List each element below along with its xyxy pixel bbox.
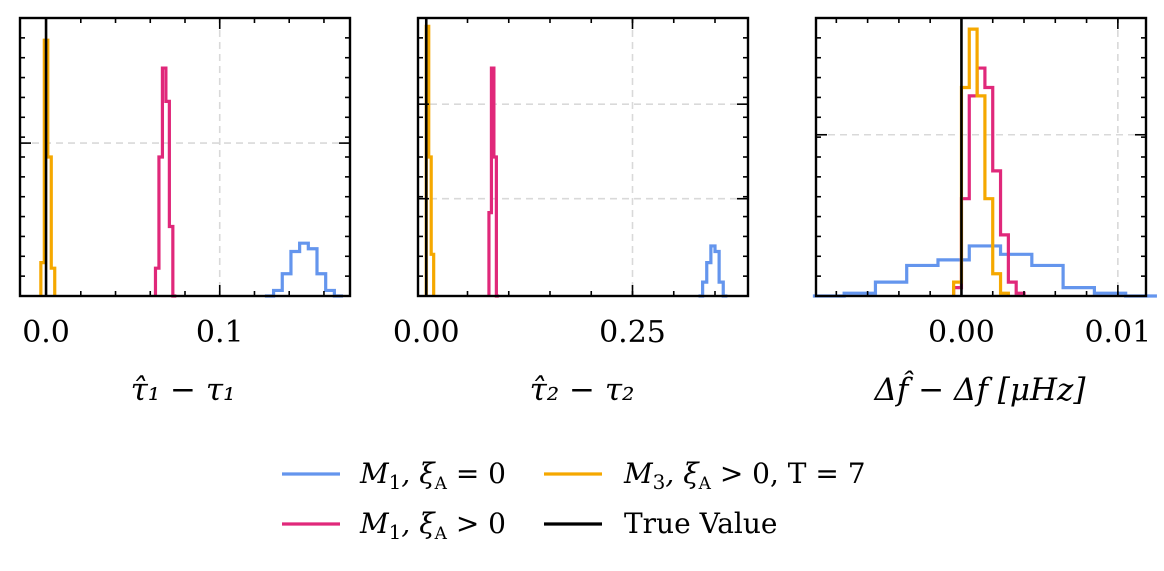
axes-frame (814, 16, 1148, 298)
x-tick-label: 0.1 (196, 315, 244, 350)
histogram-0 (264, 241, 344, 298)
axes-frame (18, 16, 352, 298)
legend-label-m1-xi-pos: M1, ξA > 0 (359, 507, 506, 544)
legend-entry-m3: M3, ξA > 0, T = 7 (544, 457, 866, 494)
legend-label-true-value: True Value (624, 507, 777, 540)
axes-frame (416, 16, 750, 298)
x-tick-label: 0.00 (393, 315, 460, 350)
xlabel-tau1: τ̂₁ − τ₁ (131, 372, 236, 408)
x-tick-label: 0.01 (1084, 315, 1151, 350)
legend: M1, ξA = 0 M3, ξA > 0, T = 7 M1, ξA > 0 … (282, 457, 866, 544)
histogram-0 (812, 244, 1157, 298)
legend-entry-m1-xi0: M1, ξA = 0 (282, 457, 506, 494)
histogram-2 (39, 38, 57, 296)
x-tick-label: 0.0 (22, 315, 70, 350)
histogram-1 (952, 66, 1026, 296)
panel-tau1: 0.0 0.1 (18, 16, 352, 350)
panel-tau2: 0.00 0.25 (393, 16, 750, 350)
legend-label-m3: M3, ξA > 0, T = 7 (623, 457, 866, 494)
x-tick-label: 0.00 (928, 315, 995, 350)
histogram-1 (487, 66, 499, 298)
histogram-0 (698, 244, 728, 298)
legend-entry-m1-xi-pos: M1, ξA > 0 (282, 507, 506, 544)
panel-delta-f: 0.00 0.01 (812, 16, 1157, 350)
histogram-1 (153, 66, 177, 298)
x-tick-label: 0.25 (599, 315, 666, 350)
xlabel-tau2: τ̂₂ − τ₂ (530, 372, 635, 408)
xlabel-delta-f: Δf̂ − Δf [μHz] (874, 369, 1087, 408)
legend-label-m1-xi0: M1, ξA = 0 (359, 457, 506, 494)
legend-entry-true-value: True Value (544, 507, 777, 540)
